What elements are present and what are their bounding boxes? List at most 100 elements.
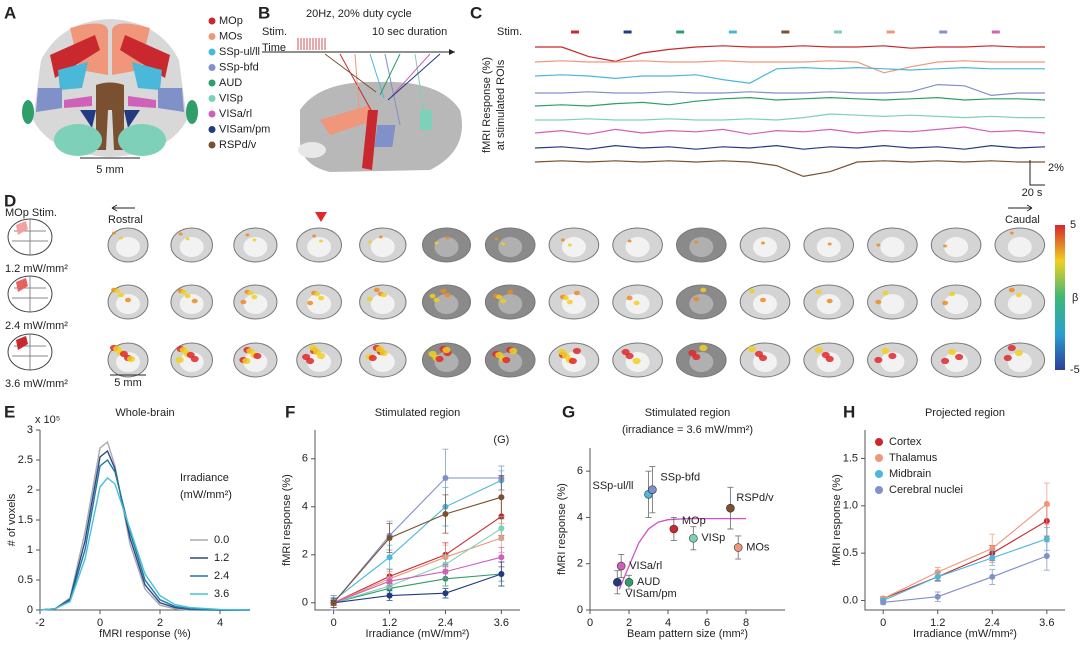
x-tick-label: 0 (587, 617, 593, 629)
slice-core (498, 237, 523, 257)
arrow (111, 204, 135, 212)
series-line (883, 555, 1047, 603)
activation-blob (253, 352, 262, 360)
point-label: VISa/rl (629, 560, 662, 572)
x-tick-label: 4 (665, 617, 671, 629)
legend-swatch (208, 64, 216, 71)
y-tick-label: 0 (302, 597, 308, 609)
slice-core (753, 237, 777, 257)
activation-blob (573, 290, 580, 296)
chart-title: Stimulated region (645, 407, 731, 419)
activation-blob (184, 293, 191, 299)
activation-blob (501, 242, 506, 246)
activation-blob (442, 346, 451, 354)
activation-blob (814, 346, 823, 354)
time-label: Time (262, 42, 286, 54)
direction-label: Caudal (1005, 214, 1040, 226)
series-line (333, 573, 502, 604)
point-label: MOp (682, 515, 706, 527)
activation-blob (445, 236, 450, 240)
slice-core (116, 294, 140, 314)
data-point (934, 593, 941, 600)
stim-label: Stim. (262, 26, 287, 38)
legend-swatch (875, 470, 883, 478)
activation-blob (949, 291, 956, 297)
activation-blob (429, 293, 436, 299)
series-line (333, 479, 502, 601)
y-tick-label: 1.5 (843, 452, 858, 464)
activation-blob (312, 234, 317, 238)
scale-label: 2% (1048, 162, 1064, 174)
legend-swatch (208, 33, 216, 40)
activation-blob (760, 297, 766, 303)
activation-blob (621, 348, 630, 356)
activation-blob (943, 244, 948, 248)
activation-blob (307, 300, 314, 306)
activation-blob (186, 351, 195, 359)
stim-label: Stim. (497, 26, 522, 38)
activation-blob (627, 239, 632, 243)
slice-core (434, 294, 459, 314)
slice-core (880, 352, 905, 372)
y-tick-label: 4 (577, 511, 583, 523)
legend-label: SSp-ul/ll (219, 46, 260, 58)
series-line (333, 527, 502, 604)
legend-label: AUD (219, 77, 242, 89)
x-axis-label: Irradiance (mW/mm²) (913, 628, 1017, 640)
series-line (333, 537, 502, 604)
activation-blob (500, 298, 507, 304)
slice-core (816, 294, 841, 314)
y-tick-label: 0 (27, 604, 33, 616)
activation-blob (557, 348, 566, 356)
activation-blob (375, 345, 384, 353)
y-axis-label: fMRI response (%) (281, 474, 293, 566)
activation-blob (749, 288, 755, 294)
legend-swatch (208, 48, 216, 56)
x-tick-label: 0 (97, 617, 103, 629)
direction-label: Rostral (108, 214, 143, 226)
y-tick-label: 6 (302, 453, 308, 465)
slice-core (370, 352, 395, 372)
y-tick-label: 2.5 (18, 454, 33, 466)
slice-core (1007, 352, 1032, 372)
activation-blob (632, 357, 641, 365)
point-label: AUD (637, 576, 660, 588)
activation-blob (827, 242, 832, 246)
duration: 10 sec duration (372, 26, 447, 38)
x-tick-label: 1.2 (382, 617, 397, 629)
legend-swatch (208, 95, 216, 102)
data-point (330, 599, 337, 606)
activation-blob (700, 287, 707, 293)
x-tick-label: 1.2 (930, 617, 945, 629)
activation-blob (309, 344, 318, 352)
activation-blob (367, 240, 372, 244)
activation-blob (113, 345, 121, 353)
legend-label: MOp (219, 15, 243, 27)
y-tick-label: 6 (577, 465, 583, 477)
activation-blob (180, 289, 187, 295)
series-line (333, 556, 502, 604)
y-axis-label: fMRI response (%) (831, 474, 843, 566)
trace (535, 45, 1045, 63)
data-point (498, 554, 505, 561)
row-label: 2.4 mW/mm² (5, 320, 68, 332)
x-tick-label: 6 (704, 617, 710, 629)
activation-blob (119, 236, 123, 240)
annotation: (G) (493, 434, 509, 446)
panel-label: H (843, 402, 855, 421)
y-tick-label: 3 (27, 424, 33, 436)
x-axis-label: Irradiance (mW/mm²) (366, 628, 470, 640)
activation-blob (495, 351, 504, 359)
legend-label: 2.4 (214, 570, 229, 582)
panel-label: C (470, 3, 482, 22)
activation-blob (373, 287, 380, 293)
activation-blob (1003, 354, 1012, 362)
data-point (989, 573, 996, 580)
stim-site (16, 336, 28, 350)
activation-blob (562, 295, 569, 301)
activation-blob (435, 355, 444, 363)
y-tick-label: 0.0 (843, 594, 858, 606)
trace (534, 126, 1046, 135)
legend-label: Thalamus (889, 452, 938, 464)
